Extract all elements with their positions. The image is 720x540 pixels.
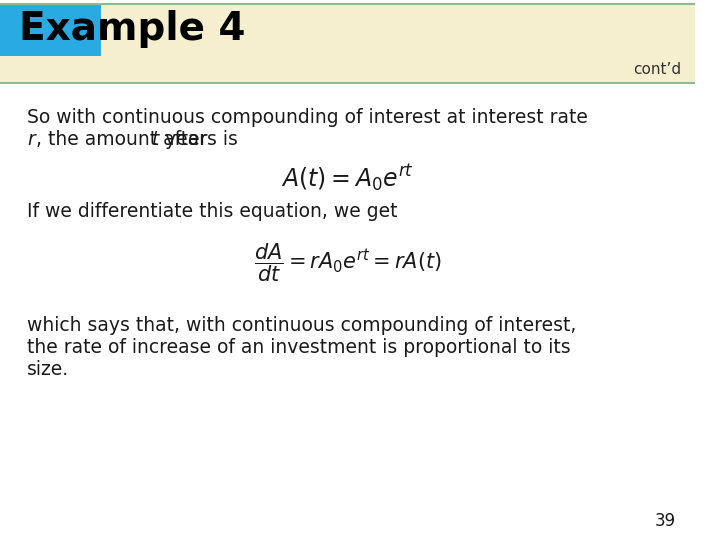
- Text: cont’d: cont’d: [633, 62, 681, 77]
- Text: t: t: [152, 130, 159, 148]
- Text: If we differentiate this equation, we get: If we differentiate this equation, we ge…: [27, 202, 397, 221]
- Text: So with continuous compounding of interest at interest rate: So with continuous compounding of intere…: [27, 107, 588, 127]
- FancyBboxPatch shape: [0, 3, 696, 83]
- Text: r: r: [27, 130, 35, 148]
- Text: the rate of increase of an investment is proportional to its: the rate of increase of an investment is…: [27, 338, 571, 357]
- Text: , the amount after: , the amount after: [36, 130, 213, 148]
- Text: years is: years is: [159, 130, 238, 148]
- Text: $A(t) = A_0e^{rt}$: $A(t) = A_0e^{rt}$: [282, 163, 414, 193]
- FancyBboxPatch shape: [0, 3, 102, 56]
- Text: $\dfrac{dA}{dt} = rA_0e^{rt} = rA(t)$: $\dfrac{dA}{dt} = rA_0e^{rt} = rA(t)$: [253, 242, 441, 285]
- Text: Example 4: Example 4: [19, 10, 246, 48]
- Text: 39: 39: [655, 512, 676, 530]
- Text: which says that, with continuous compounding of interest,: which says that, with continuous compoun…: [27, 316, 577, 335]
- Text: size.: size.: [27, 360, 69, 379]
